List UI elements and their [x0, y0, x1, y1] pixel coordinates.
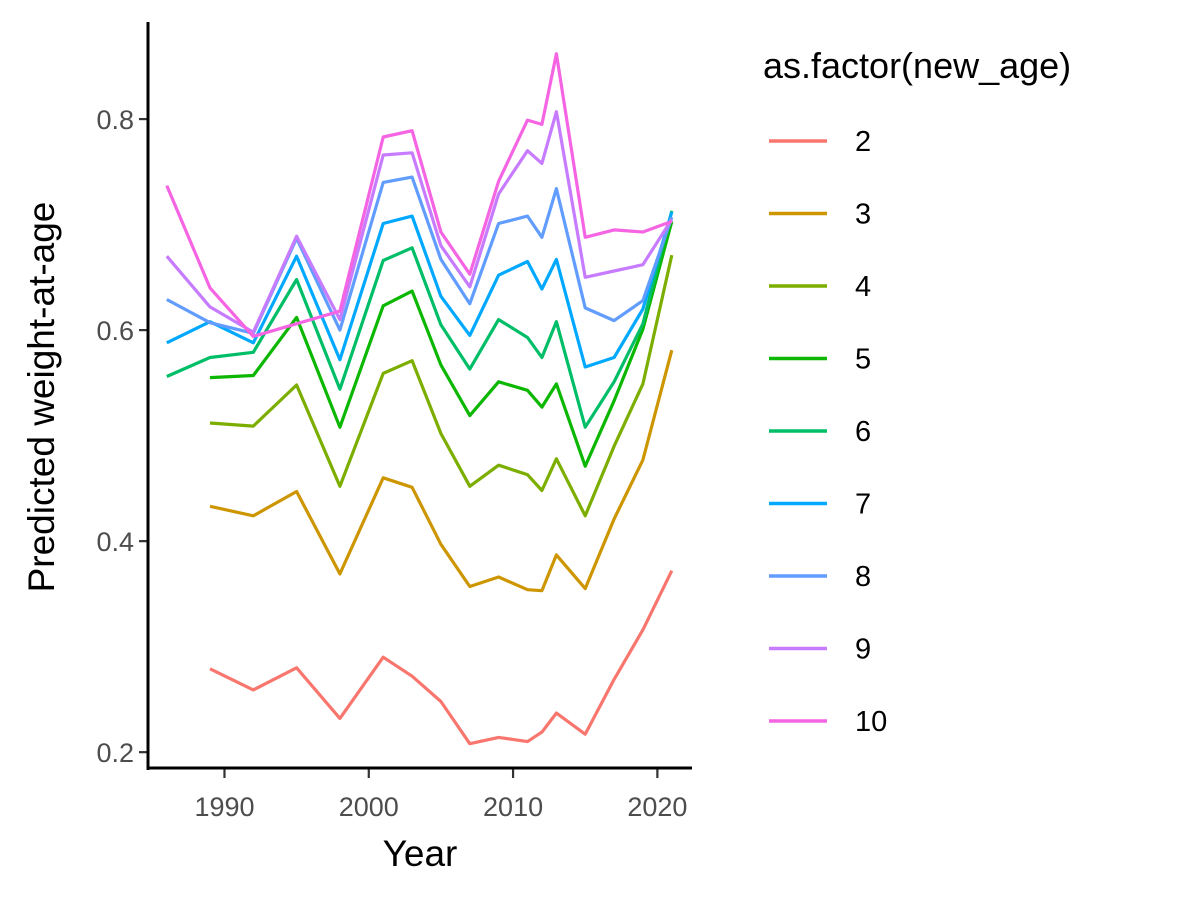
x-tick-label: 2000: [339, 792, 399, 822]
y-tick-label: 0.8: [96, 105, 134, 135]
legend-label-age-6: 6: [855, 416, 871, 448]
legend-item-age-4: 4: [769, 271, 871, 303]
y-tick-label: 0.6: [96, 316, 134, 346]
legend-label-age-10: 10: [855, 706, 887, 738]
legend-label-age-8: 8: [855, 561, 871, 593]
y-tick-label: 0.2: [96, 738, 134, 768]
series-line-age-10: [165, 52, 673, 338]
series-line-age-2: [209, 569, 674, 746]
legend-label-age-9: 9: [855, 634, 871, 666]
legend-label-age-3: 3: [855, 199, 871, 231]
legend-title: as.factor(new_age): [763, 45, 1071, 86]
series-line-age-7: [166, 211, 674, 369]
legend-item-age-5: 5: [769, 344, 871, 376]
plot-lines: [165, 52, 674, 746]
legend-item-age-8: 8: [769, 561, 871, 593]
legend-label-age-5: 5: [855, 344, 871, 376]
y-tick-label: 0.4: [96, 527, 134, 557]
series-line-age-4: [209, 254, 674, 518]
x-ticks: 1990 2000 2010 2020: [194, 769, 687, 822]
legend-item-age-9: 9: [769, 634, 871, 666]
x-tick-label: 2020: [627, 792, 687, 822]
legend-item-age-3: 3: [769, 199, 871, 231]
legend-item-age-7: 7: [769, 489, 871, 521]
x-axis-title: Year: [383, 833, 458, 874]
series-line-age-6: [166, 210, 674, 429]
legend-item-age-6: 6: [769, 416, 871, 448]
legend-label-age-2: 2: [855, 126, 871, 158]
axes: [146, 22, 692, 770]
legend-items: 2 3 4 5 6 7 8 9 10: [769, 126, 887, 738]
legend-label-age-4: 4: [855, 271, 871, 303]
series-line-age-9: [165, 110, 674, 334]
y-axis-title: Predicted weight-at-age: [21, 202, 62, 593]
legend-label-age-7: 7: [855, 489, 871, 521]
legend-item-age-2: 2: [769, 126, 871, 158]
legend-item-age-10: 10: [769, 706, 887, 738]
legend: as.factor(new_age) 2 3 4 5 6 7 8 9 10: [763, 45, 1071, 738]
series-line-age-5: [209, 220, 674, 468]
series-line-age-3: [209, 349, 674, 593]
y-ticks: 0.2 0.4 0.6 0.8: [96, 105, 147, 768]
x-tick-label: 1990: [194, 792, 254, 822]
x-tick-label: 2010: [483, 792, 543, 822]
